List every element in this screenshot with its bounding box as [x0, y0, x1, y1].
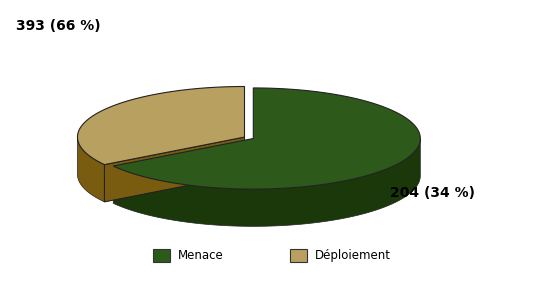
Bar [153, 249, 170, 262]
Polygon shape [113, 88, 420, 189]
Text: 393 (66 %): 393 (66 %) [16, 19, 101, 33]
Text: Menace: Menace [178, 249, 224, 262]
Polygon shape [104, 137, 245, 202]
Polygon shape [77, 137, 104, 202]
Polygon shape [113, 139, 420, 226]
Text: 204 (34 %): 204 (34 %) [390, 186, 475, 200]
Bar [290, 249, 307, 262]
Text: Déploiement: Déploiement [315, 249, 391, 262]
Polygon shape [77, 86, 245, 165]
